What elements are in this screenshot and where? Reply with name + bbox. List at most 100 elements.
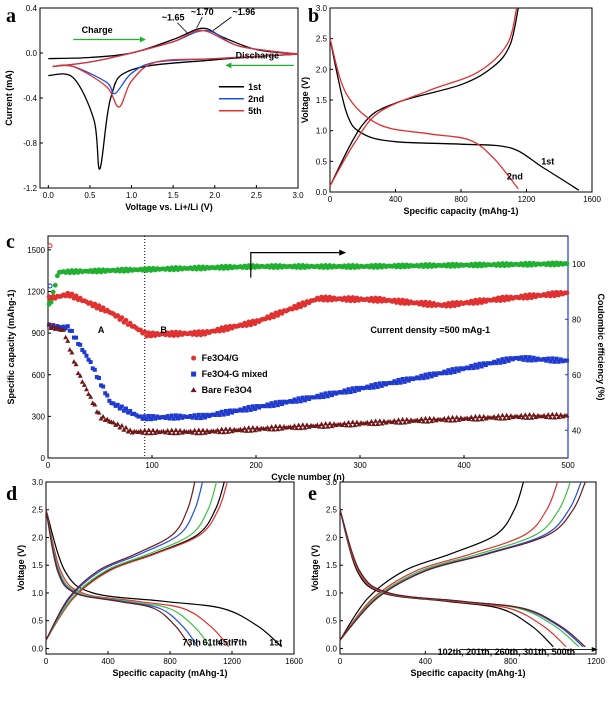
data-marker — [319, 421, 325, 426]
y-tick-label: 1200 — [27, 288, 45, 297]
y-tick-label: 2.5 — [326, 506, 338, 515]
data-marker — [74, 335, 79, 340]
y-tick-label: 1.5 — [326, 561, 338, 570]
x-tick-label: 1200 — [587, 657, 605, 666]
data-marker — [86, 357, 91, 362]
data-marker — [327, 420, 333, 426]
discharge-curve-61th — [45, 509, 199, 648]
data-marker — [294, 425, 300, 431]
data-marker — [82, 350, 87, 355]
data-marker — [111, 401, 116, 406]
data-marker — [92, 401, 98, 407]
data-marker — [522, 412, 528, 417]
data-marker — [443, 417, 449, 423]
data-marker — [325, 394, 330, 399]
data-marker — [242, 406, 247, 411]
data-marker — [423, 415, 429, 421]
data-marker — [117, 406, 122, 411]
data-marker — [198, 416, 203, 421]
charge-curve-73th — [45, 481, 196, 641]
data-marker — [228, 408, 232, 413]
data-marker — [352, 389, 357, 394]
data-marker — [411, 377, 416, 382]
data-marker — [180, 415, 185, 420]
data-marker — [178, 413, 183, 418]
data-marker — [454, 366, 459, 371]
data-marker — [508, 356, 513, 361]
data-marker — [425, 419, 431, 424]
data-marker — [329, 423, 335, 429]
data-marker — [296, 422, 302, 427]
data-marker — [400, 416, 406, 422]
data-marker — [103, 391, 108, 396]
data-marker — [483, 363, 488, 368]
data-marker — [329, 393, 334, 398]
panel-label-d: d — [6, 483, 17, 505]
data-marker — [323, 420, 329, 426]
data-marker — [496, 358, 501, 363]
legend-marker — [190, 387, 197, 393]
data-marker — [81, 382, 87, 387]
data-marker — [111, 420, 117, 425]
data-marker — [167, 416, 172, 421]
data-marker — [321, 424, 327, 429]
data-marker — [88, 394, 94, 399]
cycle-label-3: 7th — [234, 638, 248, 648]
data-marker — [452, 417, 458, 423]
y-tick-label: 1500 — [27, 246, 45, 255]
y-tick-label: 1.5 — [316, 96, 328, 105]
data-marker — [165, 428, 171, 433]
panel-label-b: b — [308, 5, 319, 27]
y-tick-label: 0.0 — [26, 49, 38, 58]
data-marker — [255, 404, 260, 409]
data-marker — [100, 413, 106, 419]
data-marker — [119, 404, 124, 409]
y-tick-label: 1.0 — [32, 589, 44, 598]
data-marker — [124, 406, 128, 411]
data-marker — [448, 303, 453, 309]
data-marker — [221, 412, 226, 417]
data-marker — [554, 356, 559, 361]
data-marker — [377, 418, 383, 423]
data-marker — [211, 412, 216, 417]
data-marker — [277, 399, 282, 404]
annotation-peak-3: ~1.96 — [233, 7, 256, 17]
data-marker — [198, 430, 204, 436]
data-marker — [386, 381, 391, 386]
legend-marker — [191, 371, 197, 377]
data-marker — [363, 385, 368, 390]
data-marker — [427, 371, 432, 376]
data-marker — [448, 370, 453, 375]
data-marker — [440, 371, 445, 376]
data-marker — [556, 359, 561, 364]
data-marker — [294, 399, 299, 404]
annotation-charge: Charge — [82, 25, 113, 35]
data-marker — [469, 363, 474, 368]
data-marker — [140, 430, 146, 435]
data-marker — [242, 425, 248, 431]
x-tick-label: 300 — [353, 461, 367, 470]
data-marker — [284, 400, 289, 405]
data-marker — [402, 419, 408, 425]
data-marker — [177, 427, 183, 433]
data-marker — [238, 407, 243, 412]
legend-marker — [191, 355, 197, 361]
data-marker — [188, 413, 193, 418]
data-marker — [564, 261, 570, 267]
x-tick-label: 200 — [249, 461, 263, 470]
data-marker — [225, 411, 230, 416]
data-marker — [105, 393, 110, 398]
data-marker — [261, 404, 266, 409]
region-label-b: B — [160, 325, 167, 335]
data-marker — [454, 414, 460, 420]
data-marker — [61, 327, 67, 332]
data-marker — [140, 416, 145, 421]
data-marker — [506, 358, 511, 363]
data-marker — [192, 427, 198, 433]
data-marker — [343, 422, 349, 428]
data-marker — [336, 390, 341, 395]
data-marker — [171, 430, 177, 436]
data-marker — [533, 358, 538, 363]
data-marker — [458, 366, 463, 371]
